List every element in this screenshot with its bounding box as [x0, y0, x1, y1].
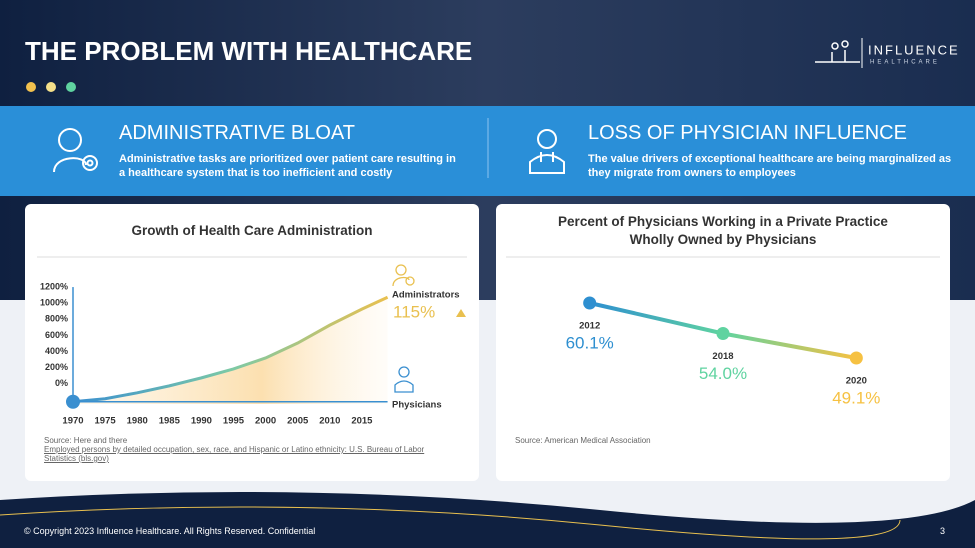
source: Source: Here and there: [44, 436, 128, 445]
y-tick-label: 800%: [45, 314, 68, 324]
y-tick-label: 0%: [55, 378, 68, 388]
y-tick-label: 200%: [45, 362, 68, 372]
copyright: © Copyright 2023 Influence Healthcare. A…: [24, 526, 316, 536]
banner-text: Administrative tasks are prioritized ove…: [119, 153, 456, 179]
x-tick-label: 2005: [287, 416, 309, 427]
logo-tagline: HEALTHCARE: [870, 60, 940, 66]
point: [583, 296, 597, 310]
chart-title: Growth of Health Care Administration: [131, 223, 373, 238]
category-label: 2012: [579, 321, 600, 332]
x-tick-label: 1995: [223, 416, 245, 427]
page-number: 3: [940, 526, 946, 536]
physician-icon: [529, 129, 565, 174]
x-tick-label: 1970: [62, 416, 83, 427]
y-tick-label: 1000%: [40, 298, 68, 308]
value-label: 54.0%: [699, 364, 747, 383]
line: [72, 295, 389, 404]
footer-wave: [0, 492, 975, 548]
point: [849, 351, 863, 365]
logo-icon: [815, 40, 860, 63]
value-label: 60.1%: [566, 333, 614, 352]
x-tick-label: 1990: [191, 416, 212, 427]
card: [496, 204, 950, 481]
banner-text: The value drivers of exceptional healthc…: [588, 153, 952, 179]
category-label: 2020: [846, 376, 867, 387]
banner-title: LOSS OF PHYSICIAN INFLUENCE: [588, 122, 907, 144]
x-tick-label: 1985: [159, 416, 181, 427]
x-tick-label: 2010: [319, 416, 340, 427]
annotation-icons: [392, 264, 415, 393]
source: Source: American Medical Association: [515, 436, 651, 445]
chart: 0% 200% 400% 600% 800% 1000% 1200% 1970 1975 1980…: [40, 281, 460, 426]
category-label: 2018: [712, 351, 733, 362]
point: [716, 327, 730, 340]
x-tick-label: 2015: [351, 416, 373, 427]
y-tick-label: 1200%: [40, 281, 68, 291]
source-link[interactable]: Employed persons by detailed occupation,…: [44, 445, 425, 463]
card: [25, 204, 479, 481]
area: [73, 297, 388, 404]
legend-label: Physicians: [392, 400, 442, 411]
y-tick-label: 600%: [45, 330, 68, 340]
banner-title: ADMINISTRATIVE BLOAT: [119, 122, 355, 144]
annotation: 115%: [393, 302, 435, 321]
x-tick-label: 2000: [255, 416, 276, 427]
dot: [26, 82, 36, 92]
slide-title: THE PROBLEM WITH HEALTHCARE: [25, 36, 473, 66]
admin-icon: [53, 128, 98, 173]
y-tick-label: 400%: [45, 346, 68, 356]
start-point: [66, 394, 80, 409]
dot: [66, 82, 76, 92]
x-tick-label: 1975: [95, 416, 117, 427]
value-label: 49.1%: [832, 388, 880, 407]
footer-accent: [0, 506, 901, 540]
chart-title: Percent of Physicians Working in a Priva…: [558, 214, 888, 247]
up-arrow: [456, 309, 466, 317]
legend-label: Administrators: [392, 290, 460, 301]
logo-name: INFLUENCE: [868, 42, 960, 57]
dot: [46, 82, 56, 92]
x-tick-label: 1980: [127, 416, 148, 427]
